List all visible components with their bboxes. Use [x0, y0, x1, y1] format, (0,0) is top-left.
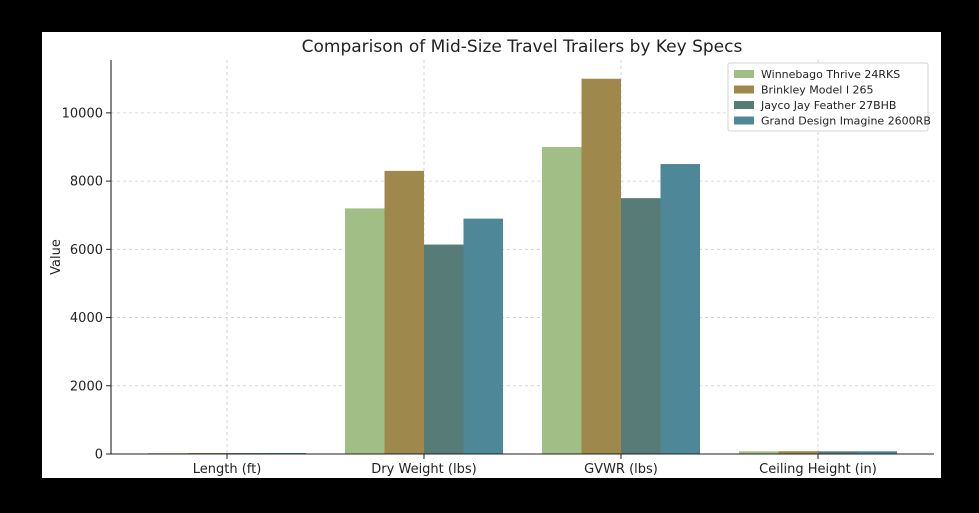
- bar: [345, 208, 385, 454]
- y-tick-label: 10000: [62, 106, 103, 121]
- bar: [384, 170, 424, 455]
- x-tick-label: Dry Weight (lbs): [371, 462, 476, 477]
- bar: [463, 218, 503, 454]
- legend-label: Grand Design Imagine 2600RB: [761, 115, 931, 128]
- legend: Winnebago Thrive 24RKS Brinkley Model I 2…: [727, 62, 931, 132]
- bar-chart: Comparison of Mid-Size Travel Trailers b…: [49, 37, 934, 477]
- bar: [818, 451, 858, 454]
- legend-swatch: [734, 116, 754, 125]
- y-tick-label: 0: [95, 448, 103, 463]
- chart-title: Comparison of Mid-Size Travel Trailers b…: [302, 37, 743, 57]
- x-tick-label: Length (ft): [193, 462, 262, 477]
- bar: [542, 146, 582, 455]
- y-tick-label: 8000: [70, 175, 103, 190]
- y-tick-label: 4000: [70, 311, 103, 326]
- bars: [148, 78, 897, 455]
- legend-swatch: [734, 85, 754, 94]
- chart-frame: Comparison of Mid-Size Travel Trailers b…: [42, 32, 941, 478]
- bar: [778, 451, 818, 454]
- axes: 0 2000 4000 6000 8000 10000 Length (ft) Dry Wei…: [62, 60, 934, 477]
- bar: [857, 451, 897, 454]
- y-axis-title: Value: [49, 239, 64, 275]
- bar: [424, 244, 464, 454]
- x-tick-label: Ceiling Height (in): [759, 462, 877, 477]
- y-tick-label: 6000: [70, 243, 103, 258]
- bar: [739, 451, 779, 454]
- legend-label: Brinkley Model I 265: [761, 84, 874, 97]
- bar: [581, 78, 621, 454]
- legend-label: Winnebago Thrive 24RKS: [761, 68, 900, 81]
- legend-label: Jayco Jay Feather 27BHB: [760, 99, 896, 112]
- bar: [621, 198, 661, 454]
- legend-box: [727, 62, 929, 132]
- legend-swatch: [734, 70, 754, 78]
- x-tick-label: GVWR (lbs): [584, 462, 658, 477]
- legend-swatch: [734, 101, 754, 109]
- y-tick-label: 2000: [70, 379, 103, 394]
- bar: [660, 164, 700, 455]
